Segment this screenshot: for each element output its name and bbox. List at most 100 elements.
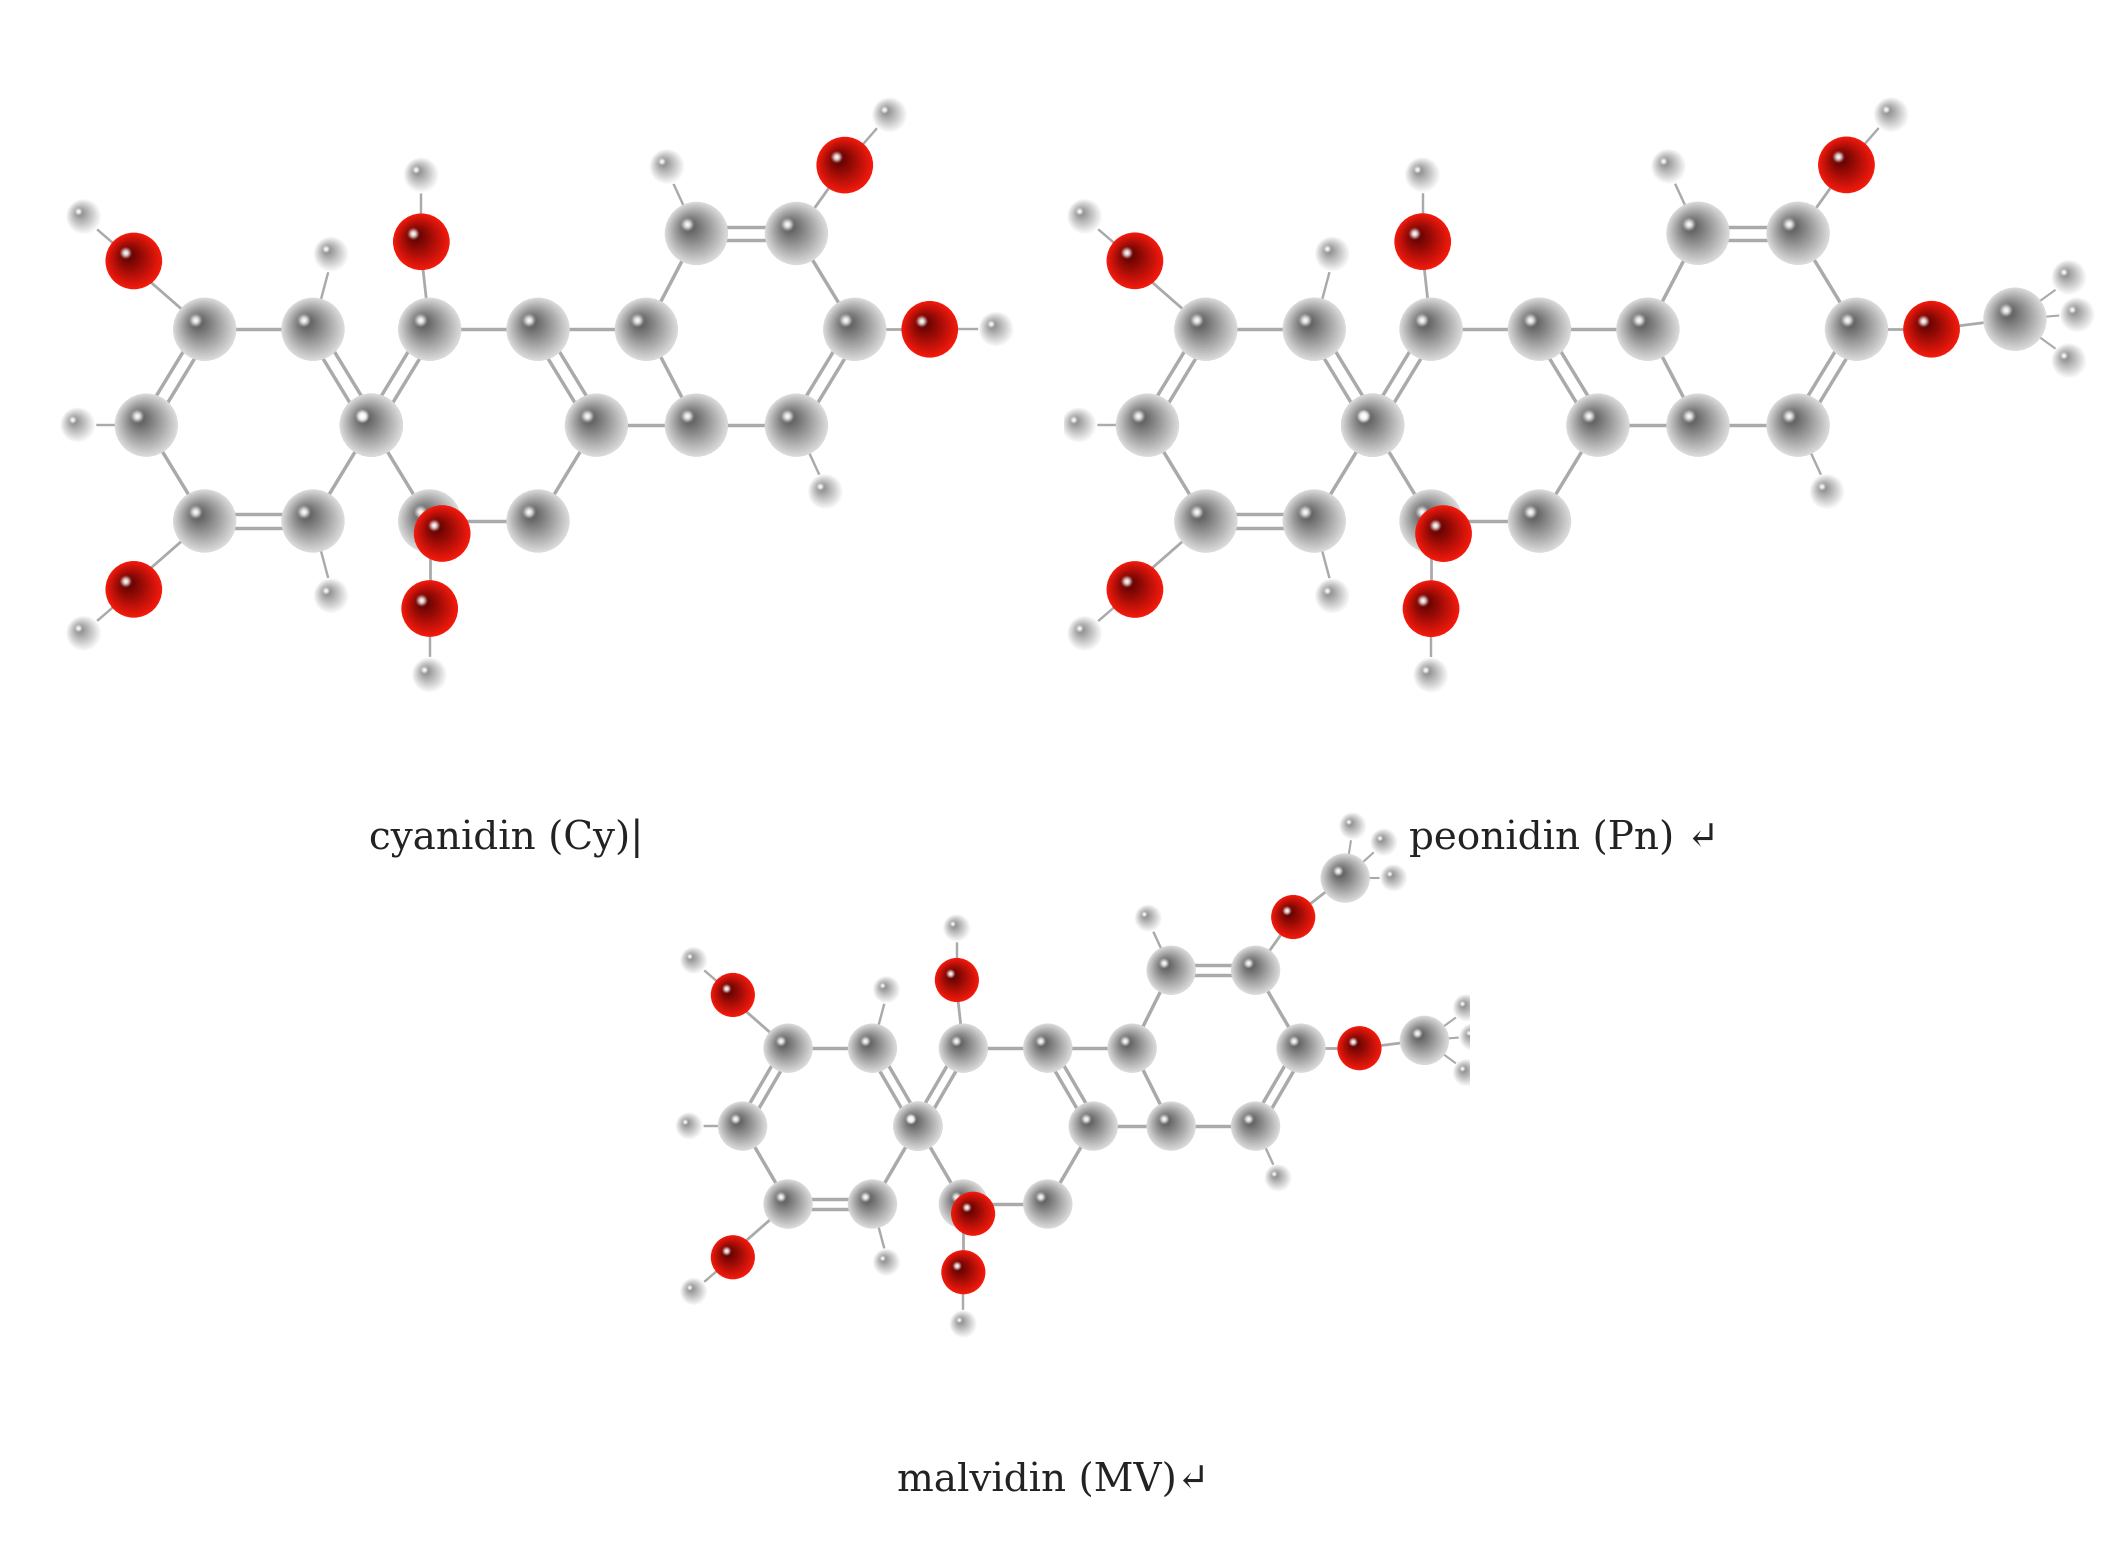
Circle shape (1115, 241, 1149, 275)
Circle shape (1249, 1119, 1251, 1121)
Circle shape (649, 148, 685, 184)
Circle shape (349, 402, 389, 444)
Circle shape (655, 155, 677, 176)
Circle shape (1581, 408, 1607, 433)
Circle shape (1185, 309, 1217, 342)
Circle shape (109, 235, 160, 286)
Circle shape (934, 959, 979, 1002)
Circle shape (1324, 587, 1334, 598)
Circle shape (1285, 493, 1341, 547)
Circle shape (945, 915, 968, 940)
Circle shape (313, 237, 349, 272)
Circle shape (2000, 305, 2013, 317)
Circle shape (413, 504, 436, 527)
Circle shape (77, 626, 81, 631)
Circle shape (172, 490, 236, 552)
Circle shape (1404, 583, 1456, 634)
Circle shape (300, 315, 309, 325)
Circle shape (2062, 271, 2066, 275)
Circle shape (415, 507, 426, 516)
Circle shape (1415, 312, 1436, 335)
Circle shape (1417, 507, 1428, 518)
Circle shape (64, 411, 89, 436)
Circle shape (1460, 1002, 1468, 1010)
Circle shape (1317, 580, 1347, 611)
Circle shape (1411, 162, 1432, 184)
Circle shape (1777, 212, 1813, 249)
Circle shape (862, 1192, 870, 1201)
Circle shape (1668, 204, 1726, 261)
Circle shape (1417, 1033, 1419, 1036)
Circle shape (423, 515, 455, 546)
Circle shape (1119, 1036, 1130, 1047)
Circle shape (72, 204, 92, 224)
Circle shape (1660, 159, 1666, 164)
Circle shape (2000, 305, 2019, 323)
Circle shape (1177, 301, 1232, 356)
Circle shape (1415, 167, 1422, 173)
Circle shape (860, 1192, 877, 1209)
Circle shape (1788, 223, 1792, 226)
Circle shape (415, 169, 419, 173)
Circle shape (1036, 1037, 1045, 1045)
Circle shape (394, 215, 447, 269)
Circle shape (1024, 1023, 1073, 1073)
Circle shape (907, 305, 951, 351)
Circle shape (1275, 900, 1309, 932)
Circle shape (1234, 949, 1275, 989)
Circle shape (1660, 158, 1668, 165)
Circle shape (819, 139, 870, 190)
Circle shape (1362, 414, 1366, 419)
Circle shape (2060, 297, 2096, 334)
Circle shape (685, 223, 694, 232)
Circle shape (2062, 354, 2064, 357)
Circle shape (770, 207, 819, 257)
Circle shape (875, 1251, 896, 1271)
Circle shape (400, 492, 458, 549)
Circle shape (177, 301, 230, 356)
Circle shape (1400, 220, 1441, 260)
Circle shape (1817, 482, 1830, 495)
Circle shape (911, 311, 943, 342)
Circle shape (1183, 499, 1221, 536)
Circle shape (947, 1189, 972, 1214)
Circle shape (1326, 860, 1360, 894)
Circle shape (72, 621, 92, 642)
Circle shape (951, 974, 953, 976)
Circle shape (1026, 1027, 1068, 1068)
Circle shape (419, 510, 428, 519)
Circle shape (864, 1040, 870, 1045)
Circle shape (879, 980, 892, 996)
Circle shape (2068, 306, 2077, 314)
Circle shape (1360, 411, 1368, 421)
Circle shape (1822, 485, 1826, 490)
Circle shape (1117, 1033, 1141, 1057)
Circle shape (1834, 153, 1847, 165)
Circle shape (1285, 909, 1290, 914)
Circle shape (1662, 159, 1668, 167)
Circle shape (1343, 396, 1400, 453)
Circle shape (1460, 1002, 1468, 1010)
Circle shape (1834, 153, 1849, 167)
Circle shape (362, 416, 366, 419)
Circle shape (1356, 408, 1379, 431)
Circle shape (726, 988, 728, 989)
Circle shape (1321, 243, 1341, 263)
Circle shape (1679, 215, 1709, 243)
Circle shape (1073, 419, 1077, 424)
Circle shape (313, 237, 349, 272)
Circle shape (1190, 314, 1204, 328)
Circle shape (909, 1118, 913, 1121)
Circle shape (917, 317, 926, 326)
Circle shape (670, 207, 719, 257)
Circle shape (779, 216, 804, 241)
Circle shape (1462, 1003, 1464, 1006)
Circle shape (1160, 960, 1173, 972)
Circle shape (1779, 407, 1809, 434)
Circle shape (1336, 870, 1343, 875)
Circle shape (726, 1249, 728, 1252)
Circle shape (194, 317, 198, 323)
Circle shape (194, 510, 202, 519)
Circle shape (2068, 306, 2079, 317)
Circle shape (1885, 108, 1888, 111)
